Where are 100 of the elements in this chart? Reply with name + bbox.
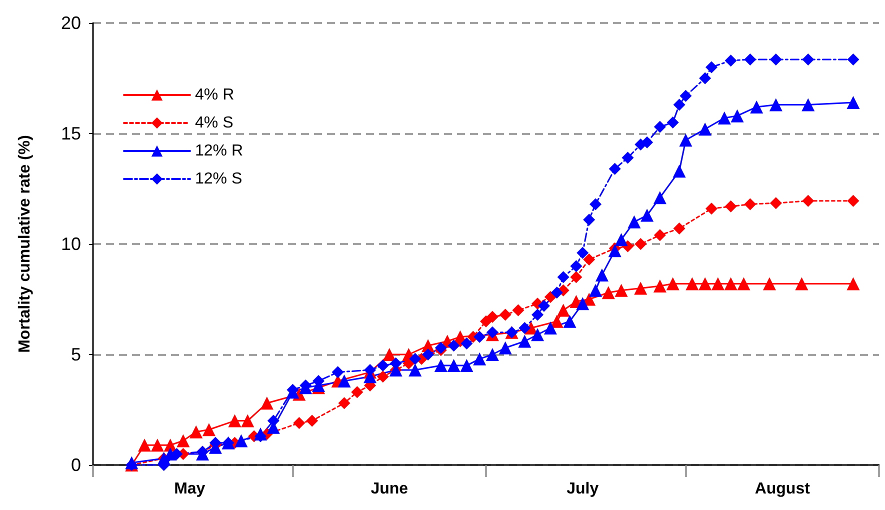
point (622, 152, 634, 164)
point (724, 54, 737, 67)
point (608, 244, 622, 258)
point (634, 282, 648, 295)
point (802, 53, 814, 66)
point (724, 277, 738, 290)
point (802, 98, 815, 112)
x-tick-label: July (566, 480, 599, 498)
point (518, 334, 532, 348)
point (847, 53, 860, 66)
y-axis-title: Mortality cumulative rate (%) (16, 135, 34, 353)
point (557, 271, 570, 284)
point (705, 202, 718, 215)
point (666, 116, 679, 128)
point (576, 246, 589, 259)
point (338, 397, 350, 410)
point (556, 304, 570, 317)
point (434, 359, 448, 372)
point (460, 337, 473, 350)
point (847, 194, 860, 207)
point (705, 61, 718, 74)
point (679, 134, 692, 147)
point (730, 109, 744, 122)
legend-label: 12% R (195, 142, 244, 160)
point (595, 268, 608, 282)
point (686, 277, 699, 290)
point (583, 214, 596, 226)
point (234, 434, 248, 448)
point (699, 72, 712, 84)
point (531, 328, 544, 342)
point (538, 300, 550, 312)
point (795, 277, 808, 290)
y-tick-label: 5 (70, 344, 81, 364)
point (448, 340, 460, 352)
point (486, 348, 499, 361)
point (570, 260, 582, 272)
x-tick-label: May (174, 480, 206, 498)
point (762, 277, 776, 290)
point (150, 438, 164, 452)
point (409, 352, 422, 365)
point (698, 277, 712, 290)
point (641, 136, 654, 148)
point (769, 98, 782, 112)
point (640, 208, 654, 222)
point (138, 438, 152, 452)
point (190, 425, 203, 438)
point (698, 122, 712, 136)
point (306, 414, 318, 427)
y-tick-label: 20 (60, 13, 81, 33)
point (332, 366, 344, 378)
point (498, 341, 512, 354)
y-tick-label: 0 (70, 455, 81, 475)
point (576, 297, 590, 310)
point (518, 322, 531, 334)
point (550, 286, 563, 299)
point (653, 279, 666, 292)
point (608, 162, 621, 175)
point (770, 53, 782, 66)
point (499, 308, 512, 321)
point (550, 314, 564, 328)
point (802, 194, 814, 207)
point (376, 360, 389, 372)
point (293, 417, 306, 430)
point (486, 326, 498, 338)
point (654, 120, 666, 133)
point (680, 90, 692, 102)
point (718, 112, 731, 125)
point (583, 253, 596, 266)
point (351, 386, 364, 398)
point (460, 359, 474, 372)
point (750, 100, 764, 114)
point (614, 233, 628, 246)
point (486, 310, 498, 323)
point (376, 370, 389, 383)
point (666, 277, 680, 290)
point (654, 229, 666, 242)
x-tick-label: June (370, 480, 408, 498)
point (473, 352, 486, 366)
point (570, 271, 582, 284)
point (338, 374, 351, 388)
point (744, 198, 756, 210)
point (241, 414, 254, 428)
point (447, 359, 460, 372)
point (422, 348, 434, 360)
point (602, 286, 615, 300)
point (228, 414, 242, 428)
y-tick-label: 15 (60, 124, 81, 144)
point (672, 164, 686, 178)
point (711, 277, 724, 290)
point (673, 98, 686, 111)
point (408, 363, 422, 376)
point (544, 321, 557, 334)
point (260, 396, 274, 410)
point (532, 308, 544, 321)
point (590, 198, 602, 210)
point (673, 222, 686, 235)
point (512, 304, 524, 316)
point (563, 314, 576, 328)
point (544, 291, 556, 304)
point (634, 238, 647, 250)
